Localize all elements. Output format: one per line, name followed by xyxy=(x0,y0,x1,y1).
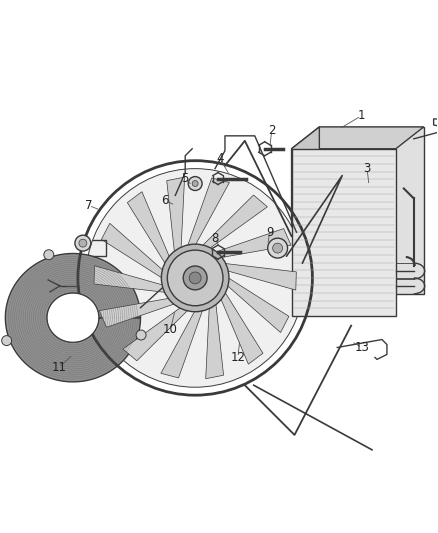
Circle shape xyxy=(2,336,11,345)
Circle shape xyxy=(161,244,229,312)
Circle shape xyxy=(268,238,288,258)
Polygon shape xyxy=(206,297,223,379)
Polygon shape xyxy=(209,229,291,259)
Polygon shape xyxy=(292,149,396,316)
Text: 10: 10 xyxy=(163,323,178,336)
Text: 2: 2 xyxy=(268,124,276,138)
Polygon shape xyxy=(186,178,230,252)
Polygon shape xyxy=(99,297,181,327)
Circle shape xyxy=(44,250,54,260)
Polygon shape xyxy=(101,223,168,281)
Polygon shape xyxy=(292,127,319,316)
Circle shape xyxy=(86,168,304,387)
Circle shape xyxy=(189,272,201,284)
Polygon shape xyxy=(47,293,99,342)
Circle shape xyxy=(167,250,223,306)
Text: 7: 7 xyxy=(85,199,92,212)
Polygon shape xyxy=(219,263,297,290)
Text: 6: 6 xyxy=(162,194,169,207)
Polygon shape xyxy=(223,274,289,333)
Circle shape xyxy=(75,235,91,251)
Polygon shape xyxy=(161,304,205,378)
Polygon shape xyxy=(123,304,193,361)
Text: 1: 1 xyxy=(357,109,365,123)
Text: 11: 11 xyxy=(52,361,67,374)
Polygon shape xyxy=(292,127,424,149)
Polygon shape xyxy=(127,192,172,269)
Polygon shape xyxy=(198,195,267,252)
Circle shape xyxy=(136,330,146,340)
Text: 4: 4 xyxy=(216,152,224,165)
Polygon shape xyxy=(5,254,141,382)
Text: 9: 9 xyxy=(266,225,273,239)
Circle shape xyxy=(273,243,283,253)
Circle shape xyxy=(188,176,202,190)
Polygon shape xyxy=(94,266,172,293)
Circle shape xyxy=(79,239,87,247)
Polygon shape xyxy=(319,127,424,294)
Circle shape xyxy=(183,266,207,290)
Polygon shape xyxy=(219,287,263,364)
Text: 13: 13 xyxy=(355,341,370,354)
Polygon shape xyxy=(167,177,184,259)
Text: 3: 3 xyxy=(364,162,371,175)
Text: 12: 12 xyxy=(230,351,245,364)
Circle shape xyxy=(192,181,198,187)
Text: 5: 5 xyxy=(181,172,189,185)
Text: 8: 8 xyxy=(212,232,219,245)
